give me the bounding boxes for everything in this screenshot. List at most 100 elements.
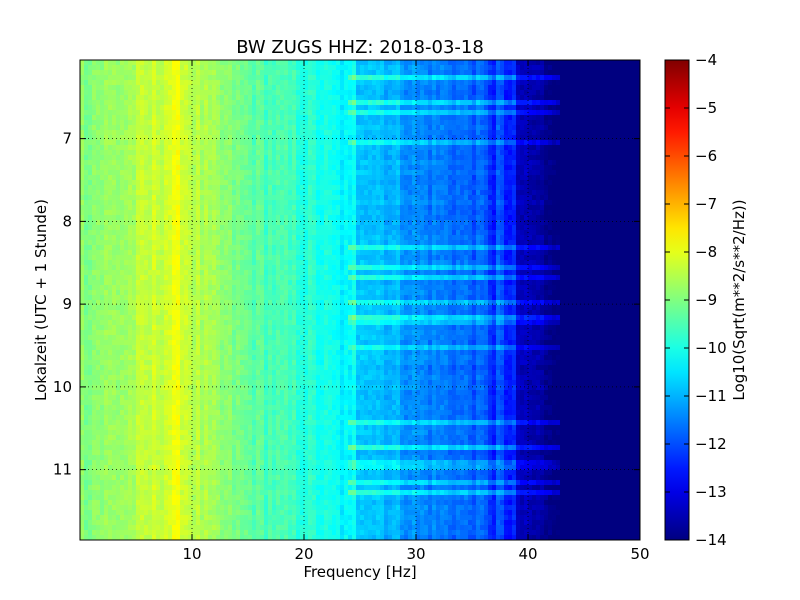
heatmap-cell — [180, 145, 185, 151]
heatmap-cell — [272, 195, 277, 201]
heatmap-cell — [320, 85, 325, 91]
heatmap-cell — [552, 190, 557, 196]
heatmap-cell — [276, 205, 281, 211]
heatmap-cell — [256, 110, 261, 116]
heatmap-cell — [412, 190, 417, 196]
heatmap-cell — [624, 105, 629, 111]
heatmap-cell — [356, 225, 361, 231]
heatmap-cell — [628, 165, 633, 171]
heatmap-cell — [364, 135, 369, 141]
heatmap-cell — [428, 155, 433, 161]
heatmap-cell — [324, 170, 329, 176]
heatmap-cell — [256, 100, 261, 106]
heatmap-cell — [628, 65, 633, 71]
heatmap-cell — [592, 220, 597, 226]
heatmap-cell — [332, 155, 337, 161]
heatmap-cell — [508, 175, 513, 181]
heatmap-cell — [452, 200, 457, 206]
heatmap-cell — [596, 220, 601, 226]
heatmap-cell — [588, 60, 593, 66]
heatmap-cell — [304, 175, 309, 181]
heatmap-cell — [424, 205, 429, 211]
heatmap-cell — [520, 95, 525, 101]
heatmap-cell — [352, 60, 357, 66]
heatmap-cell — [200, 75, 205, 81]
heatmap-cell — [424, 155, 429, 161]
heatmap-cell — [528, 130, 533, 136]
heatmap-cell — [172, 110, 177, 116]
heatmap-cell — [192, 75, 197, 81]
heatmap-cell — [456, 85, 461, 91]
heatmap-cell — [196, 235, 201, 241]
heatmap-cell — [120, 130, 125, 136]
heatmap-cell — [152, 60, 157, 66]
heatmap-cell — [204, 110, 209, 116]
heatmap-cell — [500, 210, 505, 216]
heatmap-cell — [344, 175, 349, 181]
heatmap-cell — [220, 120, 225, 126]
heatmap-cell — [504, 185, 509, 191]
heatmap-cell — [240, 200, 245, 206]
heatmap-cell — [324, 225, 329, 231]
heatmap-cell — [156, 125, 161, 131]
heatmap-cell — [320, 75, 325, 81]
heatmap-cell — [220, 135, 225, 141]
heatmap-cell — [464, 130, 469, 136]
heatmap-cell — [420, 80, 425, 86]
heatmap-cell — [528, 80, 533, 86]
heatmap-cell — [444, 95, 449, 101]
heatmap-cell — [412, 175, 417, 181]
heatmap-cell — [428, 195, 433, 201]
heatmap-cell — [112, 185, 117, 191]
heatmap-cell — [120, 80, 125, 86]
heatmap-cell — [380, 155, 385, 161]
heatmap-cell — [116, 230, 121, 236]
heatmap-cell — [276, 215, 281, 221]
heatmap-cell — [92, 210, 97, 216]
heatmap-cell — [280, 180, 285, 186]
heatmap-cell — [408, 125, 413, 131]
heatmap-cell — [348, 95, 353, 101]
heatmap-cell — [264, 185, 269, 191]
heatmap-cell — [604, 90, 609, 96]
heatmap-cell — [376, 125, 381, 131]
heatmap-cell — [252, 80, 257, 86]
heatmap-cell — [524, 65, 529, 71]
heatmap-cell — [268, 115, 273, 121]
heatmap-cell — [448, 65, 453, 71]
heatmap-cell — [452, 105, 457, 111]
heatmap-cell — [512, 60, 517, 66]
heatmap-cell — [396, 105, 401, 111]
heatmap-cell — [416, 155, 421, 161]
heatmap-cell — [328, 180, 333, 186]
heatmap-cell — [592, 95, 597, 101]
heatmap-cell — [264, 165, 269, 171]
heatmap-cell — [368, 215, 373, 221]
heatmap-cell — [372, 230, 377, 236]
heatmap-cell — [488, 150, 493, 156]
heatmap-cell — [524, 210, 529, 216]
heatmap-cell — [552, 180, 557, 186]
heatmap-cell — [300, 195, 305, 201]
heatmap-cell — [452, 70, 457, 76]
heatmap-cell — [144, 160, 149, 166]
heatmap-cell — [160, 155, 165, 161]
heatmap-cell — [380, 105, 385, 111]
heatmap-cell — [396, 210, 401, 216]
heatmap-cell — [324, 60, 329, 66]
heatmap-cell — [416, 115, 421, 121]
heatmap-cell — [436, 185, 441, 191]
heatmap-cell — [344, 185, 349, 191]
heatmap-cell — [80, 85, 85, 91]
heatmap-cell — [80, 150, 85, 156]
heatmap-cell — [632, 225, 637, 231]
heatmap-cell — [296, 110, 301, 116]
heatmap-cell — [436, 120, 441, 126]
heatmap-cell — [340, 170, 345, 176]
heatmap-cell — [544, 155, 549, 161]
heatmap-cell — [544, 210, 549, 216]
heatmap-cell — [88, 220, 93, 226]
heatmap-cell — [624, 145, 629, 151]
heatmap-cell — [628, 115, 633, 121]
heatmap-cell — [316, 60, 321, 66]
